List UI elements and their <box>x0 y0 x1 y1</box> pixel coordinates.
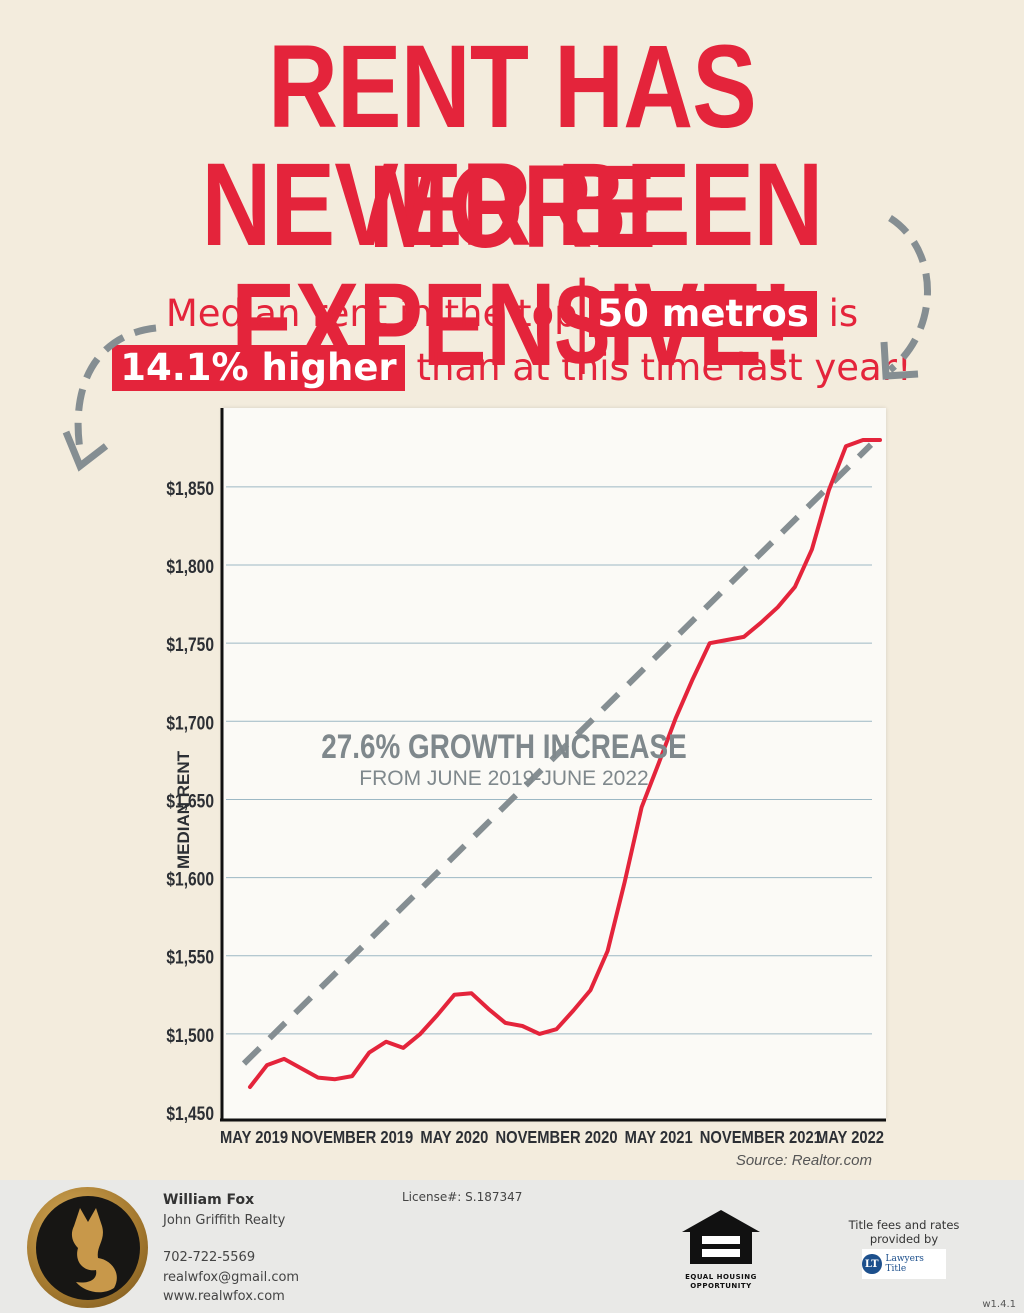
headline-line-1: RENT HAS NEVER BEEN <box>201 21 824 271</box>
website-link[interactable]: www.realwfox.com <box>163 1289 285 1304</box>
median-rent-series-line <box>248 438 882 1089</box>
trend-line <box>241 442 874 1066</box>
email-link[interactable]: realwfox@gmail.com <box>163 1270 300 1285</box>
subheadline-line-1: Median rent in the top 50 metros is <box>0 290 1024 338</box>
subheadline-post: than at this time last year! <box>416 346 912 389</box>
annotation-subtitle: FROM JUNE 2019-JUNE 2022 <box>359 767 648 790</box>
equal-housing-icon <box>682 1210 760 1264</box>
y-tick-label: $1,550 <box>166 946 214 968</box>
y-tick-label: $1,700 <box>166 712 214 734</box>
x-tick-label: MAY 2022 <box>816 1128 884 1148</box>
agent-name: William Fox <box>163 1192 255 1208</box>
x-tick-label: NOVEMBER 2019 <box>291 1128 413 1148</box>
y-axis-label: MEDIAN RENT <box>174 750 193 870</box>
left-curved-arrow-icon <box>62 324 157 472</box>
subheadline-mid: is <box>828 292 859 335</box>
x-tick-label-group: MAY 2022 <box>816 1128 884 1148</box>
subheadline-pre: Median rent in the top <box>165 292 578 335</box>
subheadline-line-2: 14.1% higher than at this time last year… <box>0 344 1024 392</box>
lawyers-title-mark-icon: LT <box>862 1254 882 1274</box>
equal-housing-text-2: OPPORTUNITY <box>690 1282 752 1290</box>
x-tick-label: NOVEMBER 2021 <box>700 1128 822 1148</box>
fox-logo <box>27 1187 148 1308</box>
lawyers-title-text: Lawyers Title <box>885 1254 924 1274</box>
subheadline-highlight-metros: 50 metros <box>589 291 817 337</box>
fox-logo-inner <box>35 1195 140 1300</box>
x-tick-label-group: MAY 2019 <box>220 1128 288 1148</box>
x-tick-label-group: MAY 2020 <box>420 1128 488 1148</box>
x-tick-label: NOVEMBER 2020 <box>495 1128 617 1148</box>
y-tick-label: $1,600 <box>166 868 214 890</box>
y-tick-label: $1,850 <box>166 477 214 499</box>
company-name: John Griffith Realty <box>163 1213 286 1228</box>
x-tick-label: MAY 2019 <box>220 1128 288 1148</box>
chart-source: Source: Realtor.com <box>735 1152 872 1169</box>
license-number: License#: S.187347 <box>402 1190 523 1204</box>
y-tick-label: $1,800 <box>166 556 214 578</box>
x-tick-label-group: NOVEMBER 2020 <box>495 1128 617 1148</box>
y-tick-label: $1,650 <box>166 790 214 812</box>
x-tick-label-group: NOVEMBER 2021 <box>700 1128 822 1148</box>
subheadline-highlight-percent: 14.1% higher <box>112 345 405 391</box>
right-curved-arrow-icon <box>880 215 931 380</box>
footer <box>0 1180 1024 1313</box>
x-tick-label-group: MAY 2021 <box>625 1128 693 1148</box>
equal-housing-logo: EQUAL HOUSING OPPORTUNITY <box>680 1208 762 1291</box>
x-tick-label: MAY 2021 <box>625 1128 693 1148</box>
version-label: w1.4.1 <box>982 1299 1016 1310</box>
y-tick-label: $1,450 <box>166 1103 214 1125</box>
y-tick-label: $1,500 <box>166 1024 214 1046</box>
fox-icon <box>71 1207 117 1292</box>
x-tick-label-group: NOVEMBER 2019 <box>291 1128 413 1148</box>
lawyers-title-logo: LT Lawyers Title <box>862 1249 946 1279</box>
y-tick-label: $1,750 <box>166 634 214 656</box>
equal-housing-text-1: EQUAL HOUSING <box>685 1273 757 1281</box>
x-tick-label: MAY 2020 <box>420 1128 488 1148</box>
title-fees-note: Title fees and rates provided by <box>848 1218 960 1246</box>
plot-area <box>222 408 886 1120</box>
phone-number: 702-722-5569 <box>163 1250 256 1265</box>
annotation-title: 27.6% GROWTH INCREASE <box>321 727 686 765</box>
